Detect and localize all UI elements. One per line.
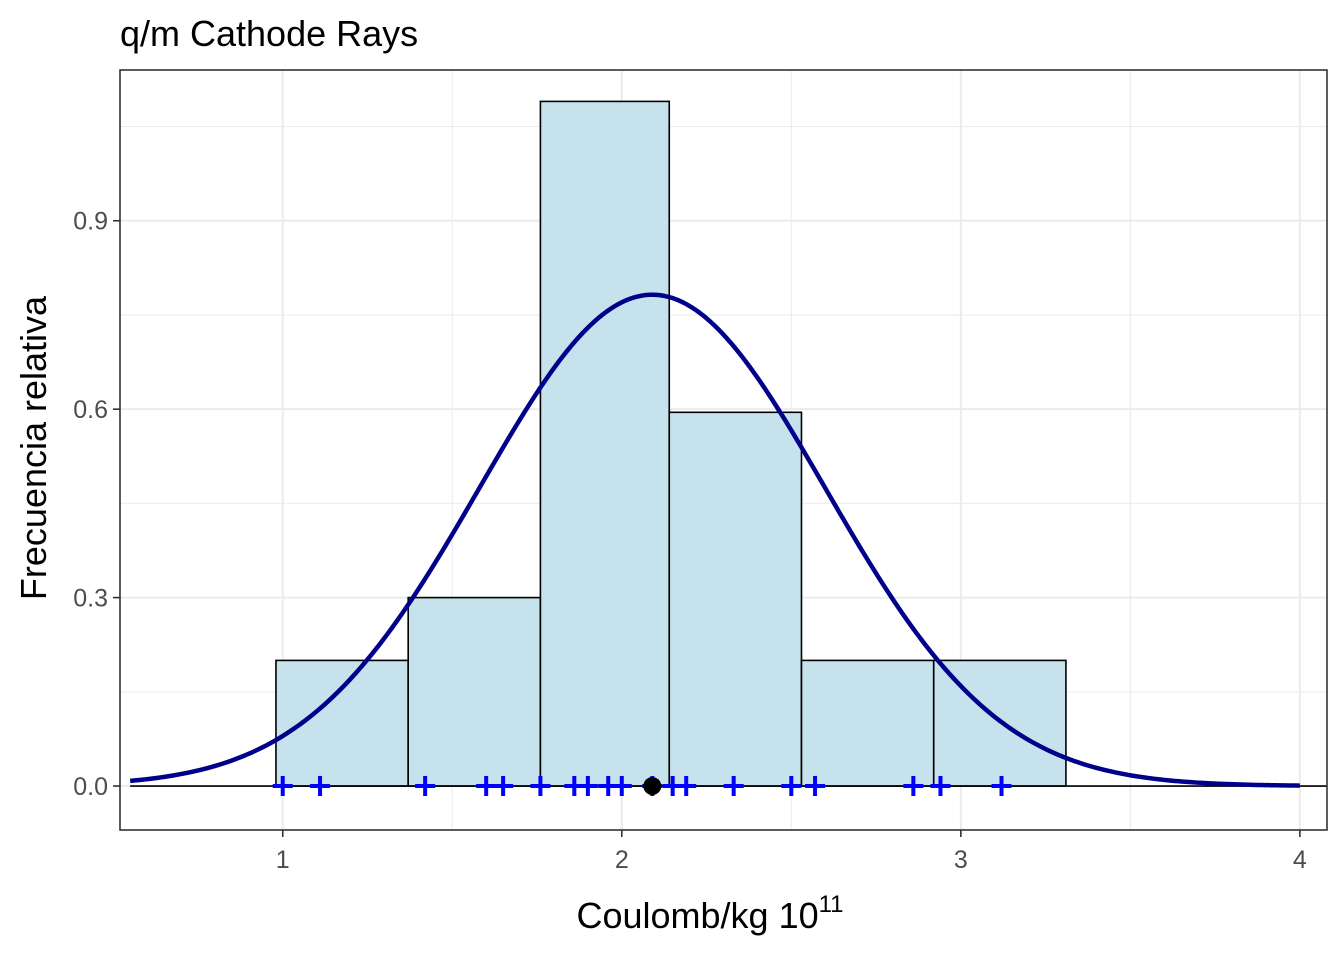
histogram-bar: [539, 100, 671, 787]
x-tick-label: 2: [615, 846, 629, 874]
observation-marker: [805, 776, 826, 797]
observation-marker: [310, 776, 331, 797]
observation-marker: [493, 776, 514, 797]
histogram-bar: [800, 659, 935, 787]
observation-marker: [781, 776, 802, 797]
observation-marker: [930, 776, 951, 797]
observation-marker: [723, 776, 744, 797]
histogram-bar: [668, 411, 803, 787]
x-tick-label: 4: [1293, 846, 1307, 874]
x-axis-title-exponent: 11: [819, 891, 844, 918]
observation-marker: [272, 776, 293, 797]
observation-marker: [991, 776, 1012, 797]
observation-marker: [676, 776, 697, 797]
y-tick-label: 0.0: [73, 773, 108, 801]
observation-marker: [577, 776, 598, 797]
observation-marker: [415, 776, 436, 797]
y-axis-title: Frecuencia relativa: [13, 295, 54, 600]
observation-marker: [611, 776, 632, 797]
x-axis-title-main: Coulomb/kg 10: [576, 895, 818, 936]
chart-title: q/m Cathode Rays: [120, 13, 418, 54]
observation-marker: [903, 776, 924, 797]
histogram-bar: [407, 596, 542, 787]
x-axis-title: Coulomb/kg 1011: [576, 891, 843, 936]
observation-marker: [476, 776, 497, 797]
observation-marker: [530, 776, 551, 797]
mean-point: [643, 777, 662, 796]
x-tick-label: 3: [954, 846, 968, 874]
histogram-bar: [275, 659, 409, 787]
normal-curve: [129, 292, 1300, 788]
y-tick-label: 0.3: [73, 585, 108, 613]
y-tick-label: 0.9: [73, 208, 108, 236]
y-tick-label: 0.6: [73, 396, 108, 424]
x-tick-label: 1: [276, 846, 290, 874]
panel-border: [119, 69, 1328, 831]
plot-area: 1 2 3 4 0.0 0.3 0.6 0.9: [73, 69, 1328, 874]
